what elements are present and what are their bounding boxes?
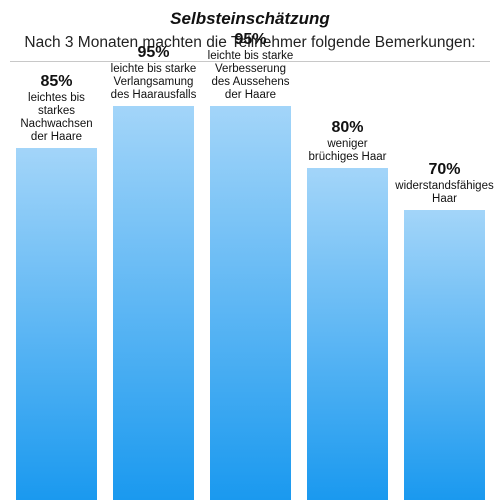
value-label-5: 70% bbox=[428, 160, 461, 178]
category-label-1: leichtes bis starkes Nachwachsen der Haa… bbox=[20, 91, 93, 143]
bar-4 bbox=[307, 168, 388, 500]
category-label-5: widerstandsfähiges Haar bbox=[395, 179, 494, 205]
bar-5 bbox=[404, 209, 485, 500]
chart-subtitle: Nach 3 Monaten machten die Teilnehmer fo… bbox=[24, 34, 476, 51]
bar-3 bbox=[210, 106, 291, 500]
bar-1 bbox=[16, 147, 97, 500]
category-label-4: weniger brüchiges Haar bbox=[308, 138, 387, 164]
value-label-1: 85% bbox=[40, 72, 73, 90]
category-label-2: leichte bis starke Verlangsamung des Haa… bbox=[110, 63, 197, 102]
value-label-2: 95% bbox=[137, 44, 170, 62]
bar-label-4: 80% weniger brüchiges Haar bbox=[292, 119, 404, 164]
title-divider bbox=[10, 61, 490, 62]
chart-title: Selbsteinschätzung bbox=[170, 9, 330, 28]
bar-label-2: 95% leichte bis starke Verlangsamung des … bbox=[98, 44, 210, 102]
bar-label-1: 85% leichtes bis starkes Nachwachsen der … bbox=[1, 73, 113, 144]
value-label-4: 80% bbox=[331, 119, 364, 137]
bar-2 bbox=[113, 106, 194, 500]
category-label-3: leichte bis starke Verbesserung des Auss… bbox=[207, 50, 294, 102]
value-label-3: 95% bbox=[234, 31, 267, 49]
bar-label-3: 95% leichte bis starke Verbesserung des A… bbox=[195, 31, 307, 102]
bar-label-5: 70% widerstandsfähiges Haar bbox=[389, 161, 500, 206]
